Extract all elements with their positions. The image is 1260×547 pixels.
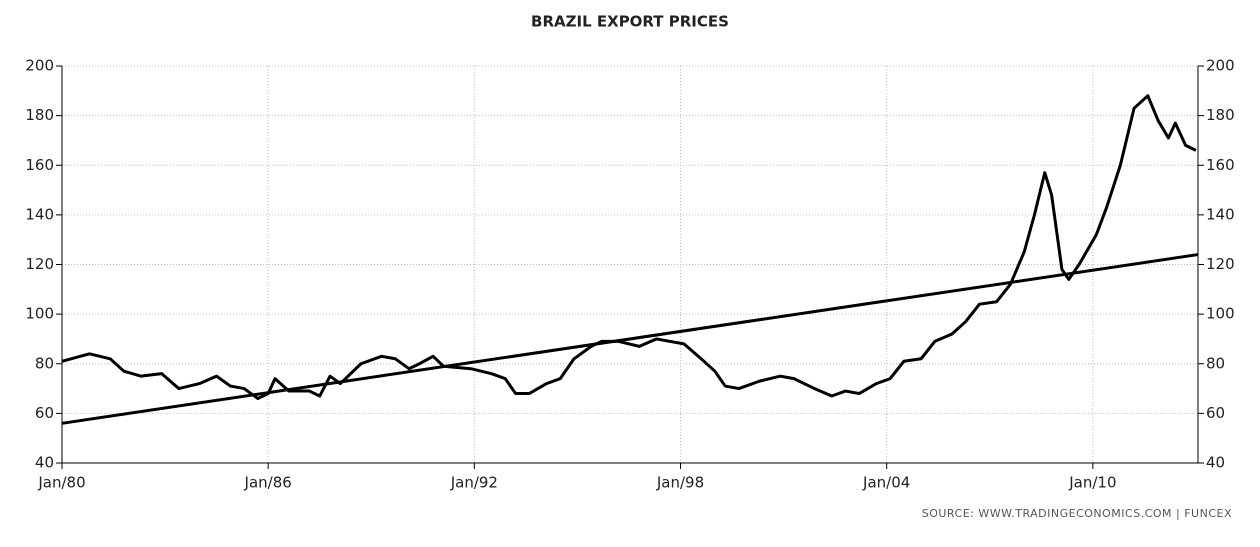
y2-tick-label: 100 [1206, 305, 1235, 323]
x-tick-label: Jan/10 [1068, 474, 1116, 492]
x-tick-label: Jan/98 [656, 474, 704, 492]
x-tick-label: Jan/04 [862, 474, 910, 492]
y-tick-label: 60 [35, 404, 54, 422]
y-tick-label: 80 [35, 354, 54, 372]
y2-tick-label: 160 [1206, 156, 1235, 174]
y2-tick-label: 80 [1206, 354, 1225, 372]
line [61, 94, 1197, 400]
y-tick-label: 120 [25, 255, 54, 273]
y2-tick-label: 200 [1206, 57, 1235, 75]
y2-tick-label: 40 [1206, 454, 1225, 472]
y2-tick-label: 140 [1206, 205, 1235, 223]
y2-tick-label: 120 [1206, 255, 1235, 273]
y2-tick-label: 180 [1206, 106, 1235, 124]
y-tick-label: 180 [25, 106, 54, 124]
x-tick-label: Jan/80 [37, 474, 85, 492]
y-tick-label: 40 [35, 454, 54, 472]
source: SOURCE: WWW.TRADINGECONOMICS.COM | FUNCE… [922, 507, 1232, 520]
y-tick-label: 160 [25, 156, 54, 174]
y2-tick-label: 60 [1206, 404, 1225, 422]
chart-title: BRAZIL EXPORT PRICES [531, 13, 729, 31]
y-tick-label: 100 [25, 305, 54, 323]
line [61, 253, 1199, 425]
y-tick-label: 140 [25, 205, 54, 223]
x-tick-label: Jan/92 [450, 474, 498, 492]
y-tick-label: 200 [25, 57, 54, 75]
x-tick-label: Jan/86 [244, 474, 292, 492]
